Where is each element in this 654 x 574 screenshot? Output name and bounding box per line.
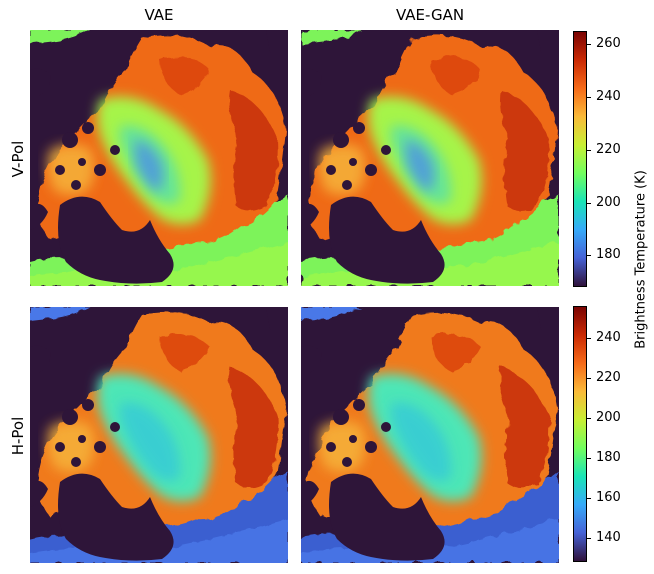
- heatmap-image: [301, 307, 559, 563]
- colorbar-tick-label: 220: [596, 370, 621, 385]
- row-label-v-pol: V-Pol: [9, 140, 27, 178]
- colorbar-tick-label: 200: [596, 410, 621, 425]
- colorbar-tick-label: 240: [596, 88, 621, 104]
- colorbar-tick: [587, 44, 591, 46]
- row-label-h-pol: H-Pol: [9, 416, 27, 456]
- colorbar-v-pol: [573, 31, 587, 287]
- heatmap-image: [30, 30, 288, 286]
- colorbar-tick-label: 160: [596, 490, 621, 505]
- panel-vpol-vaegan: [301, 30, 559, 286]
- panel-hpol-vae: [30, 307, 288, 563]
- colorbar-tick: [587, 149, 591, 151]
- colorbar-tick-label: 200: [596, 194, 621, 210]
- colorbar-tick: [587, 458, 591, 459]
- heatmap-image: [30, 307, 288, 563]
- colorbar-tick: [587, 96, 591, 98]
- colorbar-tick-label: 180: [596, 247, 621, 263]
- colorbar-tick: [587, 338, 591, 339]
- colorbar-tick-label: 140: [596, 530, 621, 545]
- colorbar-title: Brightness Temperature (K): [633, 170, 649, 349]
- colorbar-tick: [587, 538, 591, 539]
- heatmap-image: [301, 30, 559, 286]
- panel-vpol-vae: [30, 30, 288, 286]
- colorbar-tick-label: 180: [596, 450, 621, 465]
- colorbar-tick-label: 220: [596, 141, 621, 157]
- column-title-vae-gan: VAE-GAN: [395, 6, 465, 24]
- colorbar-tick-label: 240: [596, 330, 621, 345]
- colorbar-h-pol: [573, 306, 587, 562]
- colorbar-tick: [587, 418, 591, 419]
- colorbar-tick: [587, 378, 591, 379]
- column-title-vae: VAE: [144, 6, 174, 24]
- colorbar-tick: [587, 498, 591, 499]
- colorbar-tick: [587, 255, 591, 257]
- panel-hpol-vaegan: [301, 307, 559, 563]
- colorbar-tick-label: 260: [596, 36, 621, 52]
- colorbar-tick: [587, 202, 591, 204]
